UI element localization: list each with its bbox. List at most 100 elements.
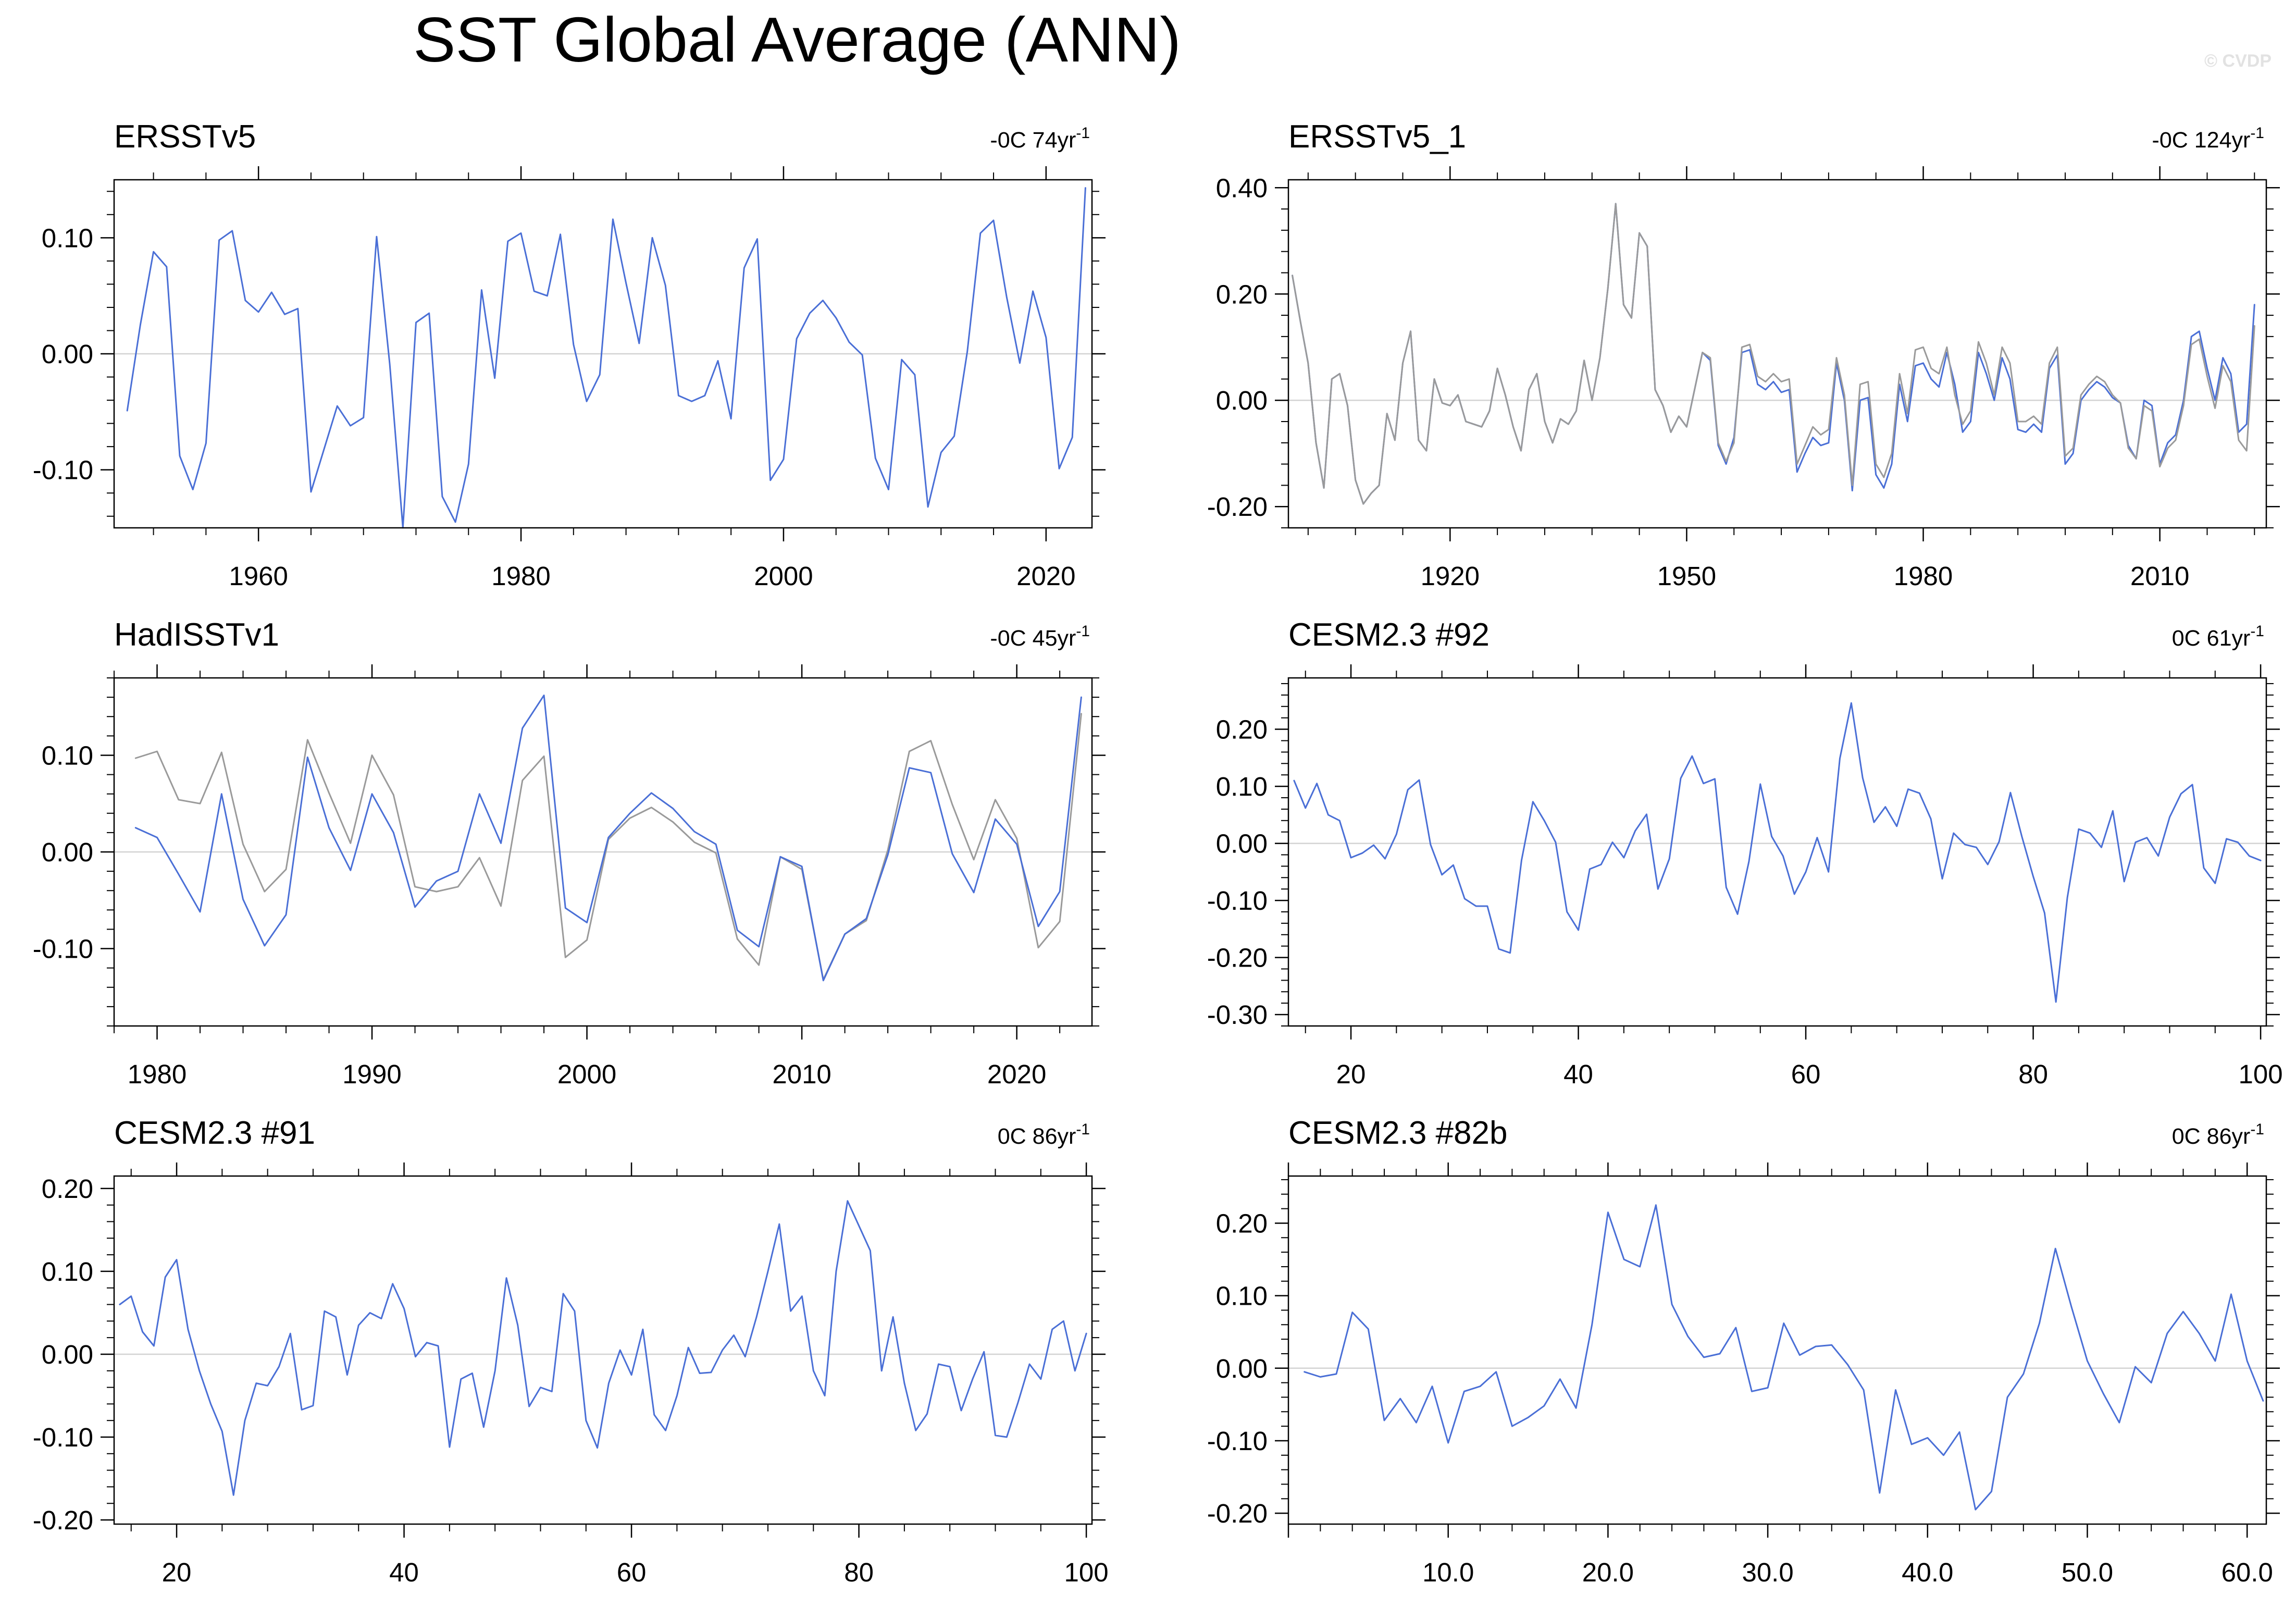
trend-label: 0C 86yr-1 bbox=[2172, 1121, 2264, 1149]
y-tick-label: -0.10 bbox=[33, 1423, 93, 1452]
panel-3: HadISSTv1 -0C 45yr-1 1980 1990 2000 2010 2020 -… bbox=[33, 617, 1106, 1089]
trend-exponent: -1 bbox=[1076, 125, 1090, 142]
x-tick-label: 1990 bbox=[342, 1059, 401, 1089]
plot-frame bbox=[1287, 1175, 2267, 1525]
x-tick-label: 40 bbox=[389, 1557, 419, 1587]
y-tick-label: -0.10 bbox=[1207, 886, 1268, 916]
y-tick-label: 0.00 bbox=[1216, 1354, 1268, 1383]
x-tick-label: 1980 bbox=[128, 1059, 187, 1089]
trend-label: -0C 124yr-1 bbox=[2152, 125, 2264, 153]
model-series-line bbox=[119, 1200, 1087, 1496]
x-tick-label: 2010 bbox=[772, 1059, 831, 1089]
x-tick-label: 2000 bbox=[754, 561, 813, 591]
y-tick-label: -0.20 bbox=[1207, 492, 1268, 522]
y-tick-label: 0.00 bbox=[42, 339, 93, 369]
x-tick-label: 1950 bbox=[1657, 561, 1716, 591]
trend-exponent: -1 bbox=[1076, 623, 1090, 640]
y-tick-label: 0.20 bbox=[1216, 279, 1268, 309]
model-series-line bbox=[134, 694, 1082, 982]
y-tick-label: 0.40 bbox=[1216, 173, 1268, 203]
y-tick-label: 0.20 bbox=[42, 1174, 93, 1204]
plot-frame bbox=[113, 1175, 1093, 1525]
trend-label: 0C 61yr-1 bbox=[2172, 623, 2264, 651]
y-tick-label: -0.10 bbox=[33, 934, 93, 964]
y-tick-label: 0.10 bbox=[42, 1257, 93, 1287]
trend-label: -0C 74yr-1 bbox=[990, 125, 1090, 153]
trend-label: 0C 86yr-1 bbox=[998, 1121, 1090, 1149]
y-tick-label: 0.10 bbox=[42, 223, 93, 253]
model-series-line bbox=[1293, 702, 2262, 1003]
y-tick-label: -0.20 bbox=[1207, 1499, 1268, 1528]
trend-value: 0C 86yr bbox=[2172, 1124, 2251, 1149]
panel-6: CESM2.3 #82b 0C 86yr-1 10.0 20.0 30.0 40.0 50.… bbox=[1207, 1115, 2280, 1587]
watermark: © CVDP bbox=[2204, 51, 2272, 71]
panel-1: ERSSTv5 -0C 74yr-1 1960 1980 2000 2020 -0.10 0.… bbox=[33, 119, 1106, 591]
y-tick-label: 0.20 bbox=[1216, 715, 1268, 745]
x-tick-label: 1960 bbox=[229, 561, 288, 591]
trend-value: 0C 86yr bbox=[998, 1124, 1076, 1149]
y-tick-label: -0.20 bbox=[1207, 943, 1268, 973]
x-tick-label: 80 bbox=[2018, 1059, 2048, 1089]
y-tick-label: 0.00 bbox=[1216, 386, 1268, 415]
model-series-line bbox=[1304, 1204, 2264, 1511]
trend-exponent: -1 bbox=[2250, 623, 2264, 640]
x-tick-label: 2000 bbox=[557, 1059, 616, 1089]
panel-title: ERSSTv5_1 bbox=[1288, 119, 1466, 155]
panel-title: CESM2.3 #82b bbox=[1288, 1115, 1507, 1151]
x-tick-label: 60 bbox=[617, 1557, 647, 1587]
panel-title: CESM2.3 #92 bbox=[1288, 617, 1490, 653]
x-tick-label: 50.0 bbox=[2062, 1557, 2113, 1587]
panel-title: ERSSTv5 bbox=[114, 119, 256, 155]
y-tick-label: 0.00 bbox=[42, 837, 93, 867]
x-tick-label: 1980 bbox=[1894, 561, 1953, 591]
x-tick-label: 10.0 bbox=[1422, 1557, 1474, 1587]
x-tick-label: 20 bbox=[162, 1557, 192, 1587]
panel-2: ERSSTv5_1 -0C 124yr-1 1920 1950 1980 2010 -0.2… bbox=[1207, 119, 2280, 591]
y-tick-label: -0.20 bbox=[33, 1505, 93, 1535]
plot-frame bbox=[1287, 179, 2267, 529]
y-tick-label: 0.20 bbox=[1216, 1208, 1268, 1238]
x-tick-label: 2020 bbox=[1016, 561, 1075, 591]
x-tick-label: 20 bbox=[1336, 1059, 1366, 1089]
panel-4: CESM2.3 #92 0C 61yr-1 20 40 60 80 100 -0.30 -0.2… bbox=[1207, 617, 2283, 1089]
x-tick-label: 30.0 bbox=[1742, 1557, 1793, 1587]
x-tick-label: 1920 bbox=[1421, 561, 1480, 591]
x-tick-label: 100 bbox=[2239, 1059, 2283, 1089]
x-tick-label: 40 bbox=[1563, 1059, 1593, 1089]
x-tick-label: 100 bbox=[1064, 1557, 1109, 1587]
y-tick-label: -0.10 bbox=[1207, 1426, 1268, 1456]
panel-title: CESM2.3 #91 bbox=[114, 1115, 315, 1151]
panel-5: CESM2.3 #91 0C 86yr-1 20 40 60 80 100 -0.20 -0.1… bbox=[33, 1115, 1109, 1587]
x-tick-label: 80 bbox=[844, 1557, 874, 1587]
x-tick-label: 2020 bbox=[987, 1059, 1046, 1089]
y-tick-label: 0.10 bbox=[42, 740, 93, 770]
trend-exponent: -1 bbox=[1076, 1121, 1090, 1138]
reference-series-line bbox=[134, 713, 1082, 981]
model-series-line bbox=[1292, 203, 2255, 505]
trend-exponent: -1 bbox=[2250, 125, 2264, 142]
trend-value: -0C 74yr bbox=[990, 128, 1076, 153]
reference-series-line bbox=[1292, 203, 2255, 505]
trend-value: -0C 45yr bbox=[990, 626, 1076, 651]
trend-value: -0C 124yr bbox=[2152, 128, 2251, 153]
x-tick-label: 60 bbox=[1791, 1059, 1821, 1089]
trend-label: -0C 45yr-1 bbox=[990, 623, 1090, 651]
panel-title: HadISSTv1 bbox=[114, 617, 279, 653]
x-tick-label: 40.0 bbox=[1902, 1557, 1953, 1587]
y-tick-label: -0.10 bbox=[33, 455, 93, 485]
x-tick-label: 2010 bbox=[2130, 561, 2189, 591]
trend-exponent: -1 bbox=[2250, 1121, 2264, 1138]
model-series-line bbox=[126, 187, 1086, 529]
plot-frame bbox=[1287, 677, 2267, 1027]
plot-frame bbox=[113, 677, 1093, 1027]
x-tick-label: 20.0 bbox=[1582, 1557, 1634, 1587]
x-tick-label: 1980 bbox=[491, 561, 550, 591]
y-tick-label: 0.00 bbox=[1216, 829, 1268, 859]
plot-frame bbox=[113, 179, 1093, 529]
y-tick-label: 0.10 bbox=[1216, 772, 1268, 801]
y-tick-label: -0.30 bbox=[1207, 1000, 1268, 1030]
y-tick-label: 0.10 bbox=[1216, 1281, 1268, 1311]
